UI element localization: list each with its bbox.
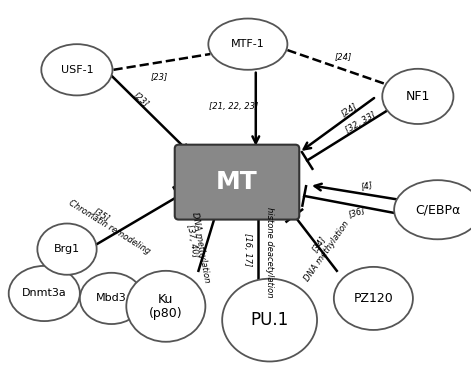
Text: [23]: [23] (132, 90, 151, 108)
Text: MT: MT (216, 170, 258, 194)
Ellipse shape (80, 273, 143, 324)
Text: [4]: [4] (360, 181, 373, 191)
Ellipse shape (382, 69, 454, 124)
Text: PZ120: PZ120 (354, 292, 393, 305)
Text: DNA methylation: DNA methylation (303, 219, 351, 283)
Text: Dnmt3a: Dnmt3a (22, 288, 67, 298)
Ellipse shape (209, 19, 287, 70)
Text: Ku
(p80): Ku (p80) (149, 293, 182, 320)
Text: Chromatin remodeling: Chromatin remodeling (67, 199, 152, 256)
Text: DNA methylation: DNA methylation (190, 211, 211, 283)
Text: [21, 22, 23]: [21, 22, 23] (210, 102, 259, 111)
Text: [16, 17]: [16, 17] (243, 233, 252, 266)
Ellipse shape (37, 223, 97, 275)
Text: [34]: [34] (310, 235, 328, 254)
Text: [23]: [23] (150, 72, 167, 81)
Text: histone deacetylation: histone deacetylation (265, 207, 274, 297)
Text: [24]: [24] (339, 101, 358, 118)
Ellipse shape (41, 44, 112, 96)
FancyBboxPatch shape (175, 145, 299, 220)
Ellipse shape (394, 180, 474, 239)
Text: Brg1: Brg1 (54, 244, 80, 254)
Text: PU.1: PU.1 (250, 311, 289, 329)
Text: C/EBPα: C/EBPα (415, 203, 460, 216)
Ellipse shape (9, 266, 80, 321)
Text: [32, 33]: [32, 33] (344, 111, 377, 135)
Ellipse shape (334, 267, 413, 330)
Text: [35]: [35] (92, 206, 111, 223)
Ellipse shape (126, 271, 205, 342)
Text: NF1: NF1 (406, 90, 430, 103)
Text: MTF-1: MTF-1 (231, 39, 265, 49)
Text: USF-1: USF-1 (61, 65, 93, 75)
Text: [36]: [36] (347, 205, 366, 219)
Ellipse shape (222, 279, 317, 361)
Text: Mbd3: Mbd3 (96, 293, 127, 303)
Text: [24]: [24] (335, 52, 352, 62)
Text: [37, 40]: [37, 40] (185, 224, 200, 258)
